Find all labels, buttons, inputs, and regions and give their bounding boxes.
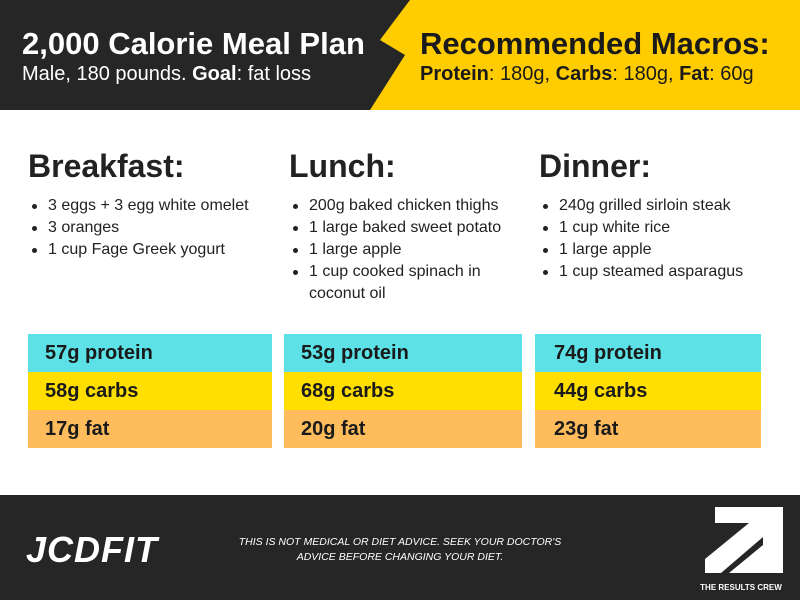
list-item: 1 cup white rice	[539, 217, 779, 239]
list-item: 1 cup cooked spinach in coconut oil	[289, 261, 529, 305]
fat-value: : 60g	[709, 63, 754, 85]
dinner-macros: 74g protein 44g carbs 23g fat	[535, 334, 761, 448]
bullet-icon	[293, 248, 298, 253]
dinner-title: Dinner:	[539, 148, 651, 184]
carbs-value: : 180g,	[612, 63, 674, 85]
carbs-row: 44g carbs	[535, 372, 761, 410]
fat-label: Fat	[679, 63, 710, 85]
disclaimer-line: ADVICE BEFORE CHANGING YOUR DIET.	[296, 551, 504, 563]
disclaimer-line: THIS IS NOT MEDICAL OR DIET ADVICE. SEEK…	[238, 536, 562, 548]
fat-row: 17g fat	[28, 410, 272, 448]
list-item-text: 3 eggs + 3 egg white omelet	[48, 197, 249, 214]
list-item-text: 1 large baked sweet potato	[309, 219, 502, 236]
lunch-list: 200g baked chicken thighs 1 large baked …	[289, 195, 529, 305]
dinner-list: 240g grilled sirloin steak 1 cup white r…	[539, 195, 779, 283]
list-item-text: 1 cup white rice	[559, 219, 671, 236]
bullet-icon	[543, 248, 548, 253]
dinner-section: Dinner: 240g grilled sirloin steak 1 cup…	[539, 148, 779, 283]
lunch-macros: 53g protein 68g carbs 20g fat	[284, 334, 522, 448]
goal-value: : fat loss	[236, 63, 312, 85]
bullet-icon	[293, 226, 298, 231]
macros-line: Protein: 180g, Carbs: 180g, Fat: 60g	[420, 63, 754, 86]
profile-text: Male, 180 pounds.	[22, 63, 187, 85]
lunch-section: Lunch: 200g baked chicken thighs 1 large…	[289, 148, 529, 305]
carbs-row: 58g carbs	[28, 372, 272, 410]
protein-row: 53g protein	[284, 334, 522, 372]
bullet-icon	[32, 248, 37, 253]
footer: JCDFIT THIS IS NOT MEDICAL OR DIET ADVIC…	[0, 495, 800, 600]
bullet-icon	[293, 270, 298, 275]
protein-row: 74g protein	[535, 334, 761, 372]
breakfast-section: Breakfast: 3 eggs + 3 egg white omelet 3…	[28, 148, 278, 261]
protein-label: Protein	[420, 63, 489, 85]
list-item-text: 200g baked chicken thighs	[309, 197, 499, 214]
profile-line: Male, 180 pounds. Goal: fat loss	[22, 63, 311, 86]
header-background	[0, 0, 800, 110]
page-title: 2,000 Calorie Meal Plan	[22, 26, 365, 61]
fat-row: 23g fat	[535, 410, 761, 448]
breakfast-macros: 57g protein 58g carbs 17g fat	[28, 334, 272, 448]
list-item-text: 1 cup cooked spinach in coconut oil	[309, 263, 481, 302]
list-item-text: 1 cup steamed asparagus	[559, 263, 744, 280]
breakfast-list: 3 eggs + 3 egg white omelet 3 oranges 1 …	[28, 195, 278, 261]
list-item: 1 large apple	[289, 239, 529, 261]
list-item: 3 oranges	[28, 217, 278, 239]
bullet-icon	[32, 226, 37, 231]
disclaimer: THIS IS NOT MEDICAL OR DIET ADVICE. SEEK…	[222, 535, 578, 565]
list-item: 1 large apple	[539, 239, 779, 261]
carbs-label: Carbs	[555, 63, 613, 85]
protein-row: 57g protein	[28, 334, 272, 372]
list-item-text: 1 large apple	[309, 241, 402, 258]
list-item-text: 1 cup Fage Greek yogurt	[48, 241, 225, 258]
list-item: 1 large baked sweet potato	[289, 217, 529, 239]
list-item-text: 3 oranges	[48, 219, 120, 236]
list-item: 1 cup Fage Greek yogurt	[28, 239, 278, 261]
header-banner: 2,000 Calorie Meal Plan Male, 180 pounds…	[0, 0, 800, 110]
lunch-title: Lunch:	[289, 148, 396, 184]
bullet-icon	[293, 204, 298, 209]
list-item-text: 240g grilled sirloin steak	[559, 197, 731, 214]
fat-row: 20g fat	[284, 410, 522, 448]
bullet-icon	[543, 204, 548, 209]
breakfast-title: Breakfast:	[28, 148, 185, 184]
crew-label: THE RESULTS CREW	[700, 583, 782, 592]
arrow-icon	[705, 507, 783, 573]
list-item: 240g grilled sirloin steak	[539, 195, 779, 217]
list-item-text: 1 large apple	[559, 241, 652, 258]
goal-label: Goal	[192, 63, 237, 85]
bullet-icon	[32, 204, 37, 209]
macros-title: Recommended Macros:	[420, 26, 770, 61]
carbs-row: 68g carbs	[284, 372, 522, 410]
list-item: 3 eggs + 3 egg white omelet	[28, 195, 278, 217]
list-item: 200g baked chicken thighs	[289, 195, 529, 217]
brand-logo: JCDFIT	[26, 529, 158, 570]
bullet-icon	[543, 226, 548, 231]
bullet-icon	[543, 270, 548, 275]
protein-value: : 180g,	[488, 63, 551, 85]
list-item: 1 cup steamed asparagus	[539, 261, 779, 283]
